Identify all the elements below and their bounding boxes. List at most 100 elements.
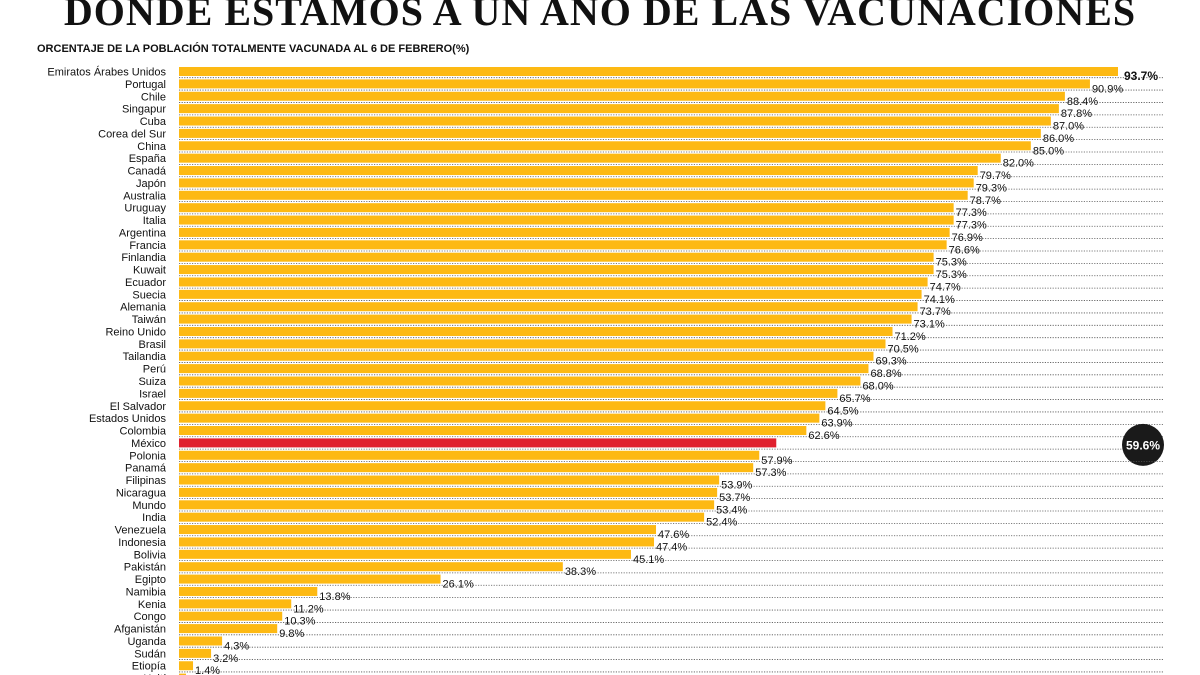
bar [179,525,657,535]
category-label: Francia [129,240,167,252]
category-label: Chile [141,91,166,103]
bar [179,326,893,336]
value-label: 57.9% [761,455,792,467]
category-label: Argentina [119,227,167,239]
value-label: 75.3% [936,257,967,269]
bar [179,277,928,287]
value-label: 70.5% [888,343,919,355]
category-label: Canadá [127,166,166,178]
category-label: Perú [143,364,166,376]
category-label: Etiopía [132,661,167,673]
category-label: Israel [139,388,166,400]
category-label: China [137,141,167,153]
bar [179,537,655,547]
bar [179,116,1051,126]
bar [179,339,886,349]
category-label: Ecuador [125,277,166,289]
category-label: Taiwán [132,314,166,326]
category-label: Venezuela [115,525,167,537]
value-label: 53.4% [716,504,747,516]
bar [179,562,563,572]
bar [179,636,223,646]
value-label: 53.7% [719,492,750,504]
category-label: Cuba [140,116,167,128]
value-label: 63.9% [821,418,852,430]
value-label: 13.8% [319,591,350,603]
value-label: 47.4% [656,541,687,553]
category-label: México [131,438,166,450]
bar [179,289,922,299]
bar [179,128,1041,138]
bar [179,512,705,522]
value-badge [1122,423,1164,466]
category-label: Haití [143,673,166,675]
category-label: Corea del Sur [98,128,166,140]
category-label: Suiza [138,376,166,388]
category-label: Bolivia [134,549,167,561]
category-label: India [142,512,167,524]
value-label: 11.2% [293,603,324,615]
category-label: Congo [134,611,166,623]
category-label: España [129,153,167,165]
value-label: 26.1% [443,579,474,591]
bar [179,450,760,460]
category-label: Australia [123,190,167,202]
chart-title: DONDE ESTAMOS A UN AÑO DE LAS VACUNACION… [63,0,1137,34]
bar [179,364,869,374]
bar [179,599,292,609]
value-label: 68.8% [870,368,901,380]
bar [179,413,820,423]
value-label: 4.3% [224,640,249,652]
category-label: Pakistán [124,562,166,574]
value-label: 53.9% [721,480,752,492]
value-label: 38.3% [565,566,596,578]
value-label: 75.3% [936,269,967,281]
category-label: Nicaragua [116,487,167,499]
bar [179,79,1090,89]
value-label: 85.0% [1033,145,1064,157]
value-label: 79.3% [976,182,1007,194]
bar [179,401,826,411]
bar [179,203,954,213]
category-label: Kuwait [133,265,166,277]
category-label: Filipinas [126,475,167,487]
value-label: 77.3% [956,220,987,232]
value-label: 87.8% [1061,108,1092,120]
category-label: Alemania [120,302,167,314]
category-label: Namibia [126,586,167,598]
category-label: Polonia [129,450,167,462]
bar [179,252,934,262]
value-label: 1.4% [195,665,220,675]
value-label: 52.4% [706,517,737,529]
value-label: 65.7% [839,393,870,405]
category-label: Panamá [125,463,167,475]
value-label: 69.3% [875,356,906,368]
bar [179,549,631,559]
value-label: 74.7% [930,281,961,293]
category-label: Mundo [132,500,166,512]
value-label: 76.9% [952,232,983,244]
bar [179,463,754,473]
category-label: Uganda [127,636,166,648]
value-label: 47.6% [658,529,689,541]
category-label: Indonesia [118,537,167,549]
value-label: 57.3% [755,467,786,479]
category-label: Reino Unido [105,326,166,338]
bar [179,178,974,188]
category-label: Japón [136,178,166,190]
value-label: 62.6% [808,430,839,442]
bar [179,227,950,237]
value-label: 82.0% [1003,158,1034,170]
category-label: Estados Unidos [89,413,167,425]
bar-highlight [179,438,777,448]
category-label: Uruguay [124,203,166,215]
bar [179,673,187,675]
value-label: 90.9% [1092,83,1123,95]
value-label: 45.1% [633,554,664,566]
value-label: 71.2% [895,331,926,343]
bar [179,376,861,386]
value-label: 9.8% [279,628,304,640]
category-label: Kenia [138,599,167,611]
bar [179,91,1065,101]
bar [179,624,278,634]
